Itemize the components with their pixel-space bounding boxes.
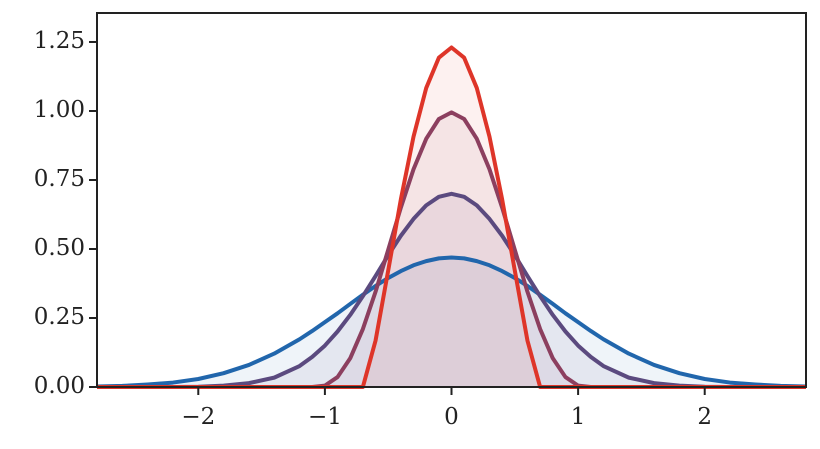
x-tick-label: −1 (308, 404, 342, 430)
x-tick-label: 0 (444, 404, 459, 430)
line (97, 191, 806, 389)
plot-background (97, 13, 806, 387)
y-tick-label: 0.00 (34, 373, 85, 399)
y-tick-label: 0.25 (34, 304, 85, 330)
x-tick-label: 2 (697, 404, 712, 430)
y-tick-label: 1.25 (34, 28, 85, 54)
x-tick-label: 1 (571, 404, 586, 430)
area (97, 112, 806, 388)
plot-layer (96, 45, 807, 389)
y-tick-label: 1.00 (34, 97, 85, 123)
area (97, 47, 806, 387)
x-tick-label: −2 (181, 404, 215, 430)
line (96, 255, 807, 389)
area (97, 193, 806, 387)
y-tick-label: 0.50 (34, 235, 85, 261)
y-tick-label: 0.75 (34, 166, 85, 192)
